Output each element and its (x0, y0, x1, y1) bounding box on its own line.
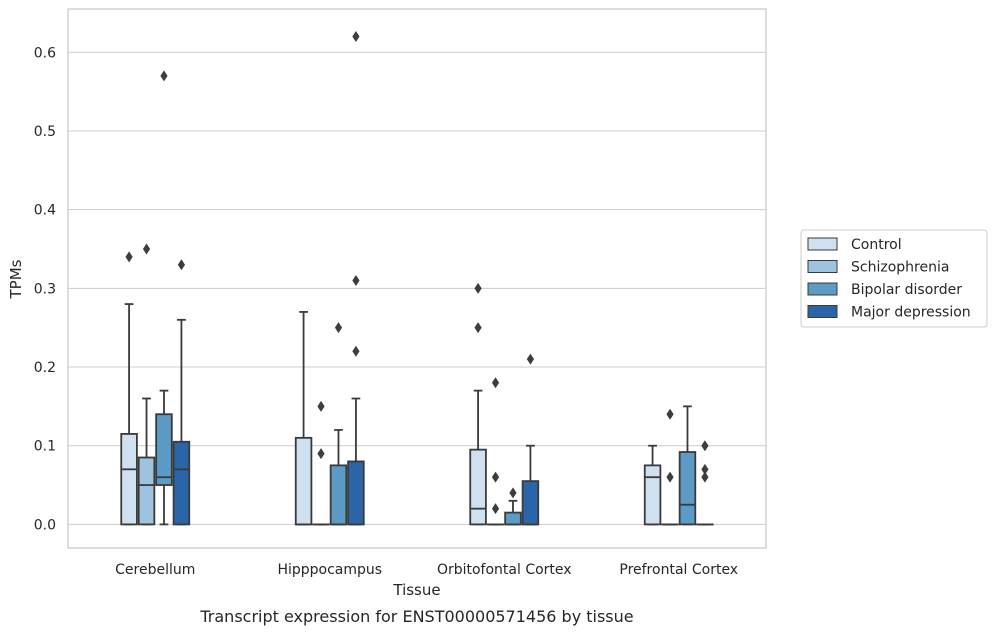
outlier-point (666, 408, 674, 420)
y-tick-label: 0.3 (34, 281, 56, 297)
box (469, 448, 487, 526)
outlier-point (509, 487, 517, 499)
x-tick-label: Hipppocampus (277, 562, 382, 578)
box-group (643, 444, 662, 526)
box (504, 511, 522, 526)
legend-frame (800, 229, 988, 328)
box (678, 451, 697, 526)
legend-swatch (807, 282, 838, 296)
box-group (504, 487, 522, 526)
plot-frame (67, 8, 767, 549)
y-tick-label: 0.2 (34, 360, 56, 376)
outlier-point (142, 243, 151, 255)
outlier-point (317, 400, 325, 412)
box-group (696, 440, 714, 526)
axes: 0.0 0.1 0.2 0.3 0.4 0.5 0.6 Cerebellum Hipppocam… (34, 8, 767, 578)
box (347, 460, 365, 526)
box-plot-series (120, 31, 714, 526)
outlier-point (352, 345, 360, 357)
box-group (521, 353, 540, 526)
box-group (155, 70, 173, 526)
box (643, 464, 662, 526)
legend-swatch (807, 260, 838, 273)
outlier-point (474, 282, 482, 294)
x-axis-label: Tissue (392, 581, 440, 599)
outlier-point (491, 377, 500, 389)
box (329, 464, 348, 526)
outlier-point (125, 251, 133, 263)
outlier-point (352, 274, 360, 286)
box-group (294, 311, 313, 526)
box-group (120, 251, 138, 526)
y-tick-label: 0.4 (34, 203, 56, 219)
outlier-point (701, 440, 709, 452)
outlier-point (701, 463, 709, 475)
box-group (486, 377, 505, 526)
legend: Control Schizophrenia Bipolar disorder Majo… (800, 229, 988, 328)
box (172, 440, 191, 526)
box-group (469, 282, 487, 526)
legend-label: Major depression (851, 305, 971, 321)
box (137, 456, 156, 526)
box-group (661, 408, 679, 526)
outlier-point (160, 70, 168, 82)
legend-swatch (807, 305, 838, 318)
box-group (137, 243, 156, 526)
box (155, 413, 173, 486)
outlier-point (666, 471, 674, 483)
grid-lines (68, 51, 766, 525)
outlier-point (701, 471, 709, 483)
outlier-point (334, 322, 343, 334)
y-tick-label: 0.1 (34, 439, 56, 455)
y-tick-label: 0.6 (34, 45, 56, 61)
outlier-point (352, 31, 360, 43)
box (294, 436, 313, 526)
box-group (678, 405, 697, 526)
box-group (312, 400, 330, 526)
y-axis-label: TPMs (7, 259, 25, 299)
y-tick-label: 0.5 (34, 124, 56, 140)
box-group (347, 31, 365, 526)
outlier-point (474, 322, 482, 334)
x-tick-label: Orbitofontal Cortex (437, 562, 572, 578)
outlier-point (491, 503, 500, 515)
x-tick-label: Cerebellum (115, 562, 195, 578)
chart-caption: Transcript expression for ENST0000057145… (199, 607, 633, 626)
legend-label: Bipolar disorder (851, 282, 962, 298)
x-tick-label: Prefrontal Cortex (619, 562, 738, 578)
box-group (172, 259, 191, 526)
box-group (329, 322, 348, 526)
outlier-point (317, 448, 325, 460)
outlier-point (177, 259, 186, 271)
outlier-point (491, 471, 500, 483)
legend-label: Control (851, 237, 902, 253)
y-tick-label: 0.0 (34, 517, 56, 533)
box (120, 433, 138, 526)
box (521, 480, 540, 526)
outlier-point (526, 353, 535, 365)
legend-swatch (807, 237, 838, 251)
legend-label: Schizophrenia (851, 260, 949, 276)
